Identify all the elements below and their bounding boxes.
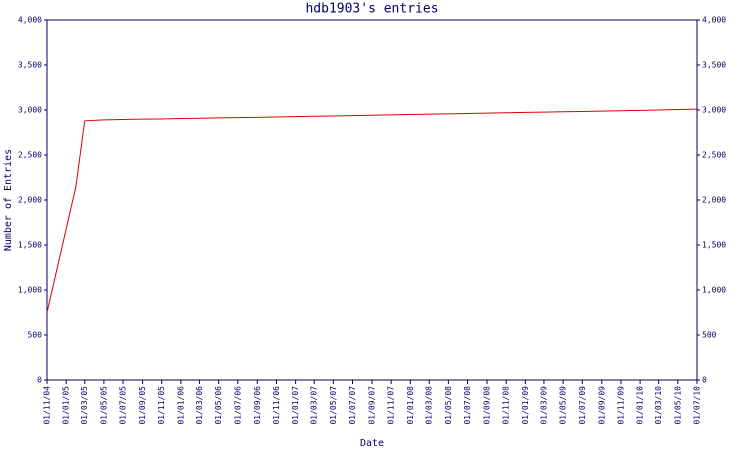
y-tick-label: 3,000: [18, 106, 42, 115]
y-tick-label-right: 1,500: [702, 241, 726, 250]
x-tick-label: 01/01/06: [176, 386, 185, 425]
x-tick-label: 01/11/08: [502, 386, 511, 425]
x-tick-label: 01/05/08: [444, 386, 453, 425]
x-tick-label: 01/07/08: [463, 386, 472, 425]
x-tick-label: 01/07/10: [693, 386, 702, 425]
x-tick-label: 01/11/05: [157, 386, 166, 425]
x-tick-label: 01/07/09: [578, 386, 587, 425]
x-tick-label: 01/01/09: [521, 386, 530, 425]
x-tick-label: 01/05/05: [99, 386, 108, 425]
y-tick-label: 2,000: [18, 196, 42, 205]
y-tick-label: 3,500: [18, 61, 42, 70]
y-tick-label-right: 2,000: [702, 196, 726, 205]
x-tick-label: 01/11/07: [387, 386, 396, 425]
y-tick-label-right: 3,000: [702, 106, 726, 115]
y-tick-label: 500: [28, 331, 43, 340]
y-tick-label: 2,500: [18, 151, 42, 160]
x-tick-label: 01/03/06: [195, 386, 204, 425]
x-tick-label: 01/11/09: [616, 386, 625, 425]
x-tick-label: 01/01/05: [62, 386, 71, 425]
y-tick-label-right: 500: [702, 331, 717, 340]
x-tick-label: 01/03/09: [539, 386, 548, 425]
x-tick-label: 01/07/07: [348, 386, 357, 425]
x-tick-label: 01/01/07: [291, 386, 300, 425]
x-tick-label: 01/03/08: [425, 386, 434, 425]
plot-frame: [46, 19, 698, 381]
x-tick-label: 01/09/05: [138, 386, 147, 425]
y-tick-label-right: 0: [702, 376, 707, 385]
x-tick-label: 01/05/09: [559, 386, 568, 425]
x-tick-label: 01/09/08: [483, 386, 492, 425]
x-tick-label: 01/03/10: [654, 386, 663, 425]
x-tick-label: 01/11/04: [43, 386, 52, 425]
y-tick-label-right: 4,000: [702, 16, 726, 25]
x-tick-label: 01/05/07: [329, 386, 338, 425]
x-tick-label: 01/09/06: [253, 386, 262, 425]
x-tick-label: 01/07/05: [119, 386, 128, 425]
x-tick-label: 01/09/09: [597, 386, 606, 425]
chart-title: hdb1903's entries: [305, 2, 438, 17]
y-tick-label: 4,000: [18, 16, 42, 25]
y-axis-label: Number of Entries: [3, 149, 14, 251]
x-tick-label: 01/09/07: [368, 386, 377, 425]
x-tick-label: 01/03/07: [310, 386, 319, 425]
y-tick-label: 1,500: [18, 241, 42, 250]
data-line: [46, 108, 698, 313]
x-tick-label: 01/11/06: [272, 386, 281, 425]
y-tick-label-right: 3,500: [702, 61, 726, 70]
x-axis-label: Date: [360, 438, 384, 449]
x-tick-label: 01/01/08: [406, 386, 415, 425]
y-tick-label-right: 2,500: [702, 151, 726, 160]
x-tick-label: 01/01/10: [636, 386, 645, 425]
y-tick-label-right: 1,000: [702, 286, 726, 295]
y-tick-label: 0: [37, 376, 42, 385]
y-tick-label: 1,000: [18, 286, 42, 295]
x-tick-label: 01/07/06: [233, 386, 242, 425]
x-tick-label: 01/05/10: [673, 386, 682, 425]
x-tick-label: 01/03/05: [80, 386, 89, 425]
x-tick-label: 01/05/06: [214, 386, 223, 425]
